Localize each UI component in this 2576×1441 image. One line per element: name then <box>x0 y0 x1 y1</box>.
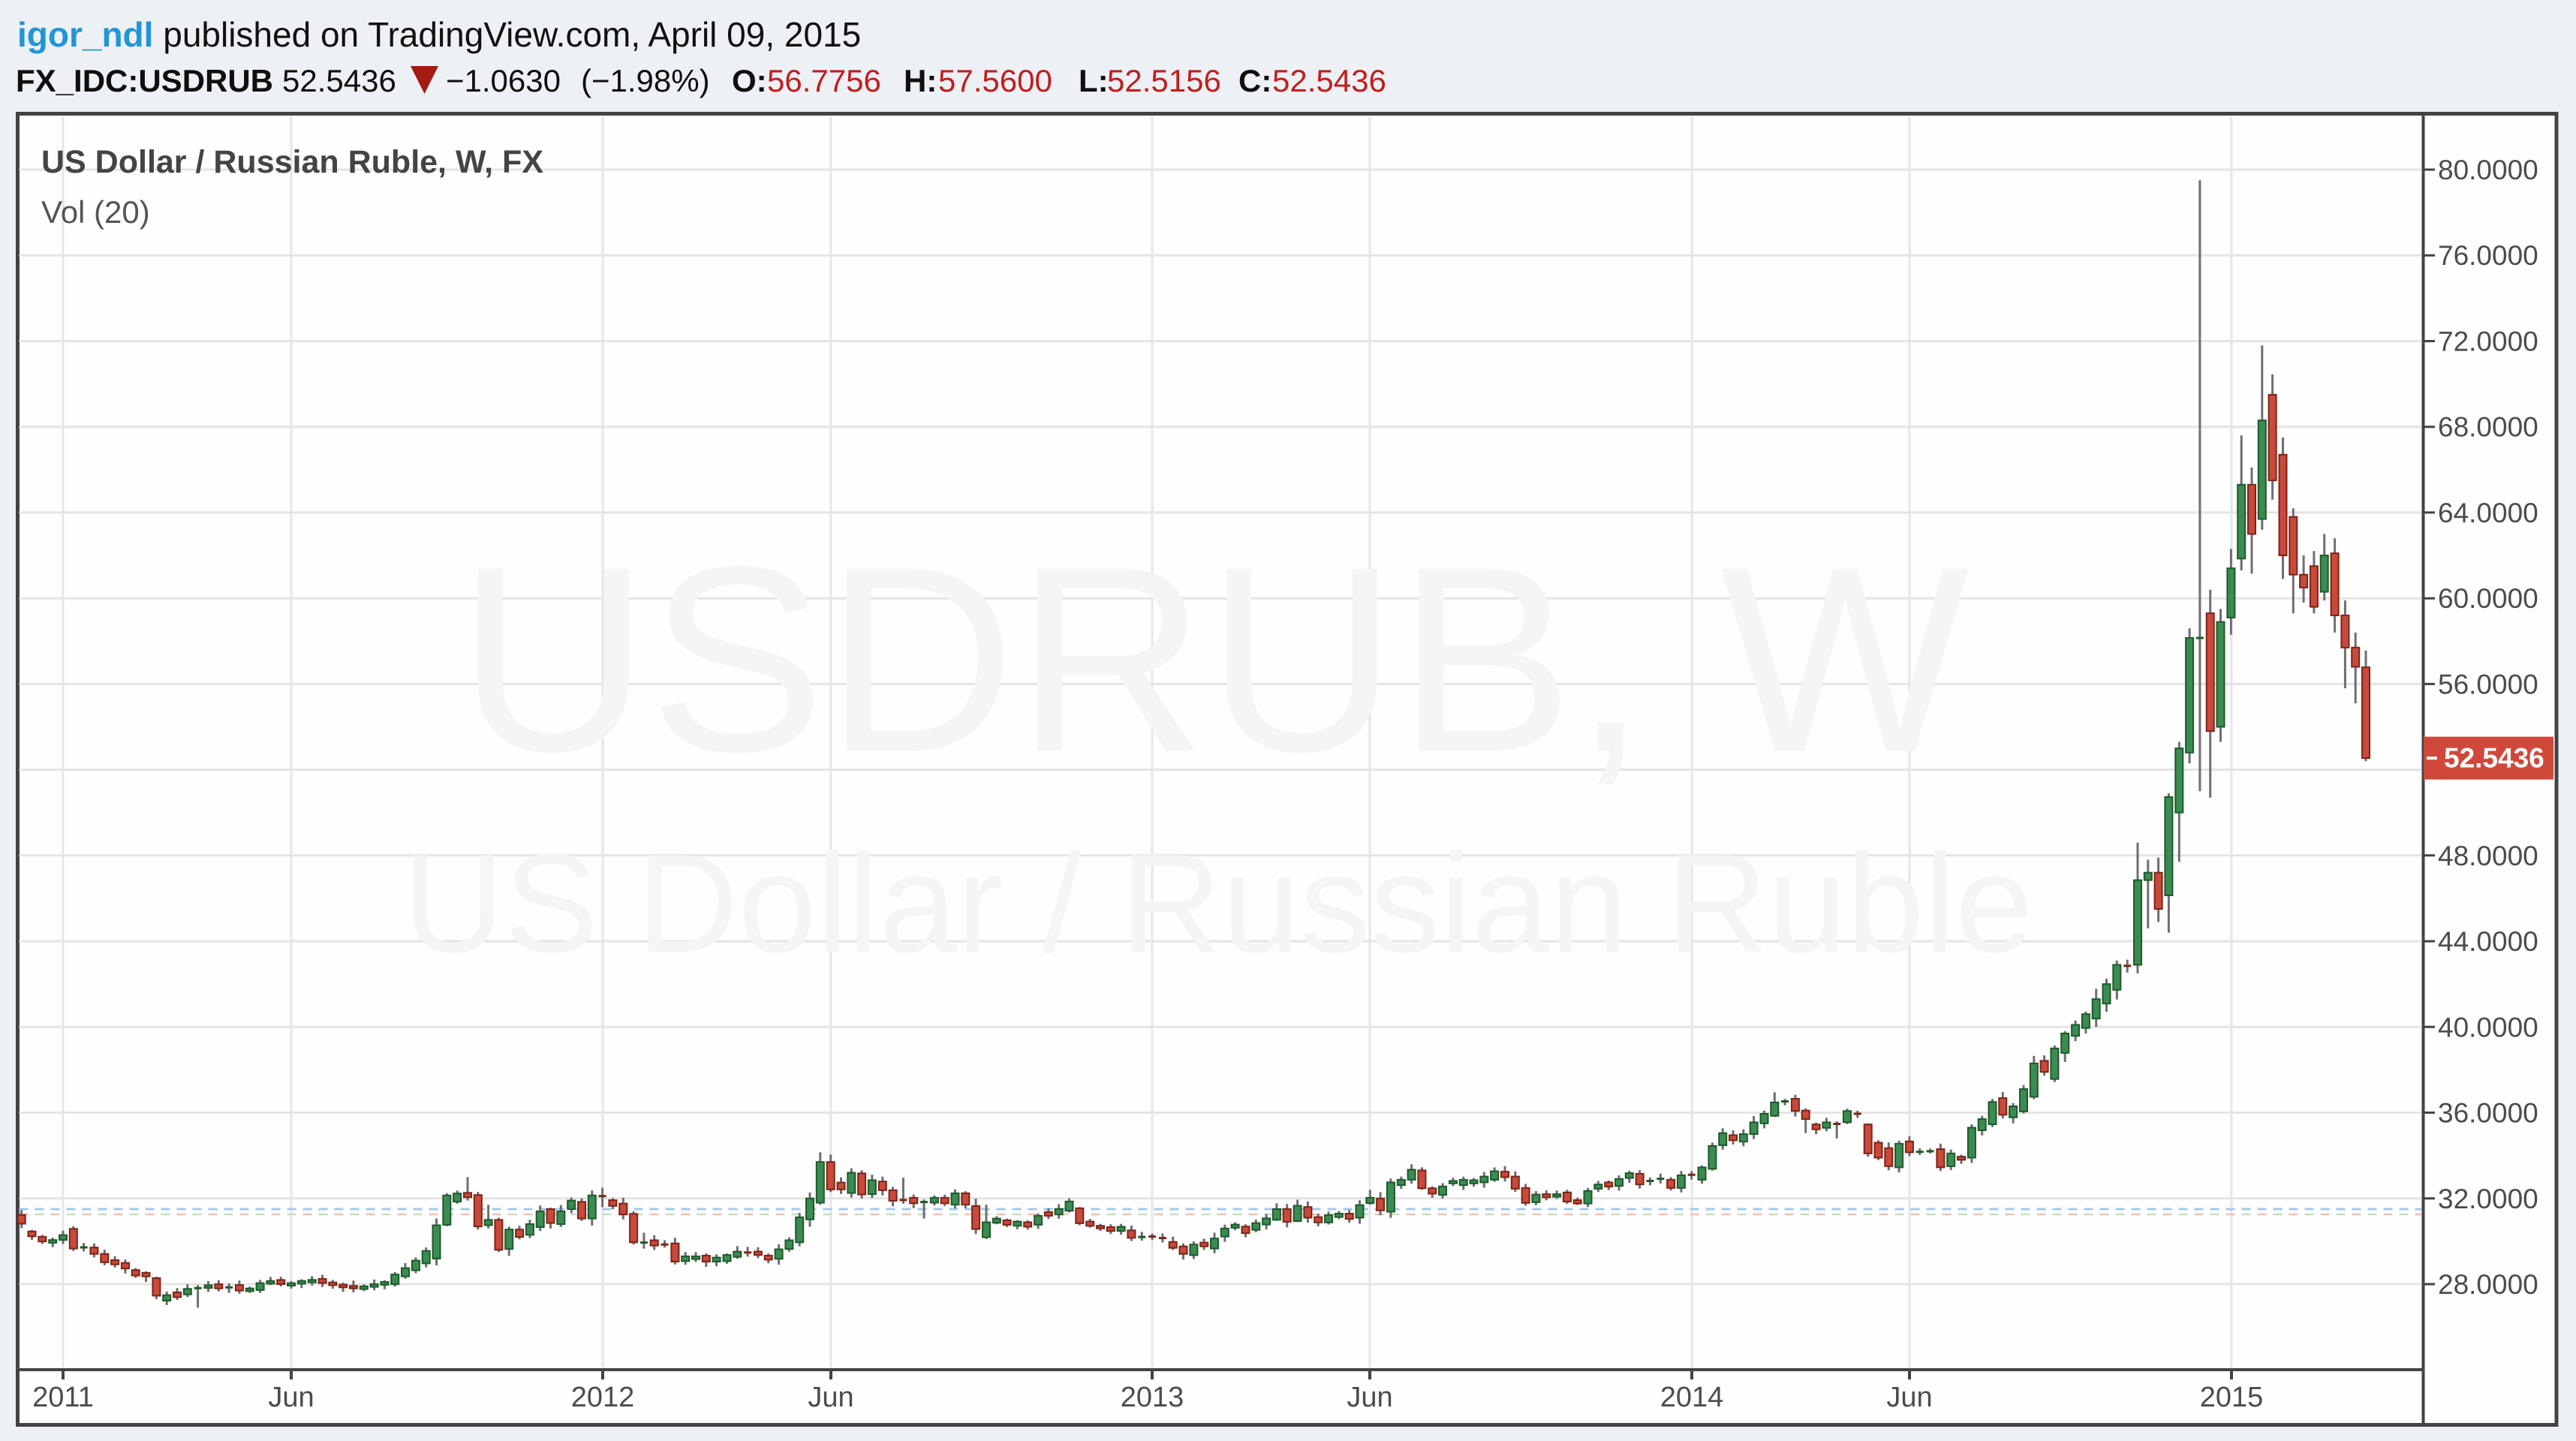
svg-text:2011: 2011 <box>32 1382 94 1413</box>
svg-text:52.5156: 52.5156 <box>1107 63 1221 98</box>
svg-text:C:: C: <box>1238 63 1271 98</box>
svg-text:32.0000: 32.0000 <box>2438 1184 2538 1214</box>
svg-text:2014: 2014 <box>1660 1382 1724 1413</box>
svg-text:Jun: Jun <box>808 1382 853 1413</box>
svg-text:44.0000: 44.0000 <box>2438 926 2538 957</box>
svg-text:2012: 2012 <box>571 1382 635 1413</box>
svg-text:60.0000: 60.0000 <box>2438 583 2538 614</box>
svg-text:H:: H: <box>904 63 937 98</box>
svg-text:L:: L: <box>1079 63 1109 98</box>
svg-text:64.0000: 64.0000 <box>2438 498 2538 528</box>
svg-text:68.0000: 68.0000 <box>2438 412 2538 443</box>
svg-text:80.0000: 80.0000 <box>2438 155 2538 185</box>
svg-text:57.5600: 57.5600 <box>938 63 1052 98</box>
svg-text:Vol (20): Vol (20) <box>41 194 150 230</box>
svg-text:40.0000: 40.0000 <box>2438 1012 2538 1042</box>
svg-text:2015: 2015 <box>2200 1382 2264 1413</box>
svg-text:56.0000: 56.0000 <box>2438 669 2538 699</box>
svg-text:48.0000: 48.0000 <box>2438 841 2538 871</box>
svg-text:igor_ndl published on TradingV: igor_ndl published on TradingView.com, A… <box>17 15 861 54</box>
svg-text:28.0000: 28.0000 <box>2438 1269 2538 1300</box>
svg-text:US Dollar / Russian Ruble: US Dollar / Russian Ruble <box>403 825 2033 982</box>
svg-text:FX_IDC:USDRUB: FX_IDC:USDRUB <box>16 63 273 98</box>
svg-text:72.0000: 72.0000 <box>2438 326 2538 357</box>
svg-text:36.0000: 36.0000 <box>2438 1098 2538 1129</box>
svg-text:76.0000: 76.0000 <box>2438 240 2538 271</box>
svg-text:USDRUB, W: USDRUB, W <box>458 511 1972 807</box>
svg-text:US Dollar / Russian Ruble, W,: US Dollar / Russian Ruble, W, FX <box>41 144 543 180</box>
svg-text:52.5436: 52.5436 <box>1272 63 1386 98</box>
svg-text:52.5436: 52.5436 <box>282 63 396 98</box>
svg-text:(−1.98%): (−1.98%) <box>581 63 710 98</box>
svg-text:52.5436: 52.5436 <box>2444 743 2544 774</box>
svg-text:Jun: Jun <box>268 1382 314 1413</box>
svg-text:56.7756: 56.7756 <box>767 63 881 98</box>
svg-text:−1.0630: −1.0630 <box>446 63 561 98</box>
svg-text:Jun: Jun <box>1347 1382 1392 1413</box>
svg-text:O:: O: <box>732 63 767 98</box>
svg-text:Jun: Jun <box>1886 1382 1932 1413</box>
svg-text:2013: 2013 <box>1121 1382 1184 1413</box>
